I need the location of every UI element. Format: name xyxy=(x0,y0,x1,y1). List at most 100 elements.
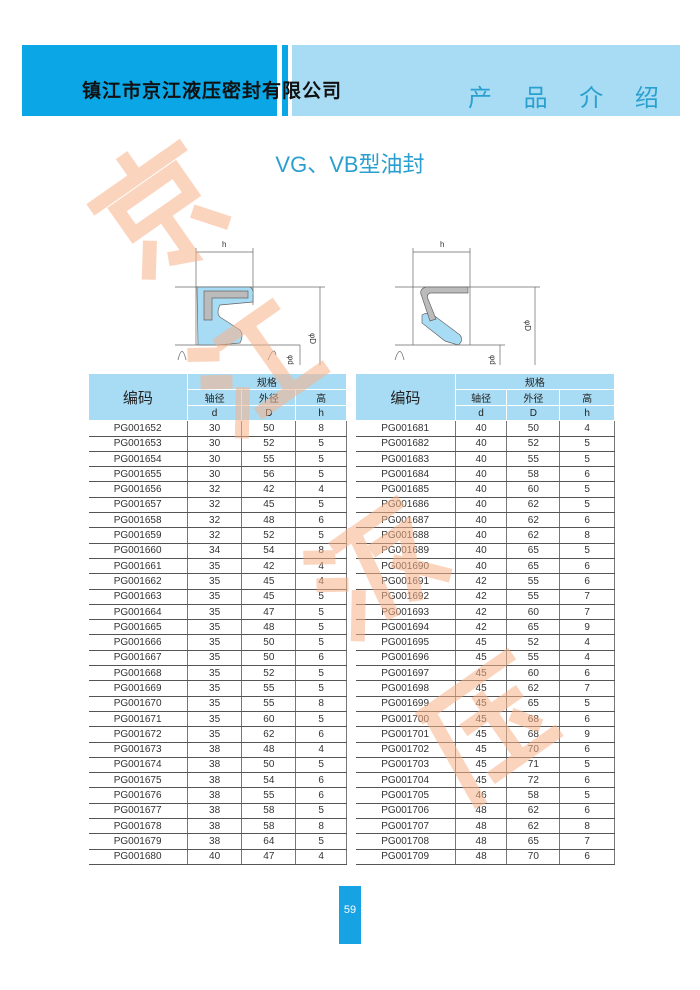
cell-code: PG001663 xyxy=(88,588,188,605)
cell-outer-diameter: 58 xyxy=(506,466,561,483)
cell-code: PG001660 xyxy=(88,542,188,559)
vg-seal-diagram xyxy=(175,248,325,365)
cell-height: 5 xyxy=(295,634,347,651)
header-D: D xyxy=(241,404,297,422)
cell-outer-diameter: 55 xyxy=(506,649,561,667)
cell-shaft-diameter: 40 xyxy=(455,527,508,544)
cell-shaft-diameter: 45 xyxy=(455,649,508,667)
header-code: 编码 xyxy=(88,372,188,422)
cell-height: 8 xyxy=(559,527,615,544)
cell-height: 5 xyxy=(559,496,615,514)
cell-code: PG001702 xyxy=(355,741,456,758)
section-title: 产 品 介 绍 xyxy=(468,84,671,112)
cell-shaft-diameter: 38 xyxy=(187,772,243,789)
cell-code: PG001703 xyxy=(355,756,456,774)
table-row: PG001703 45 71 5 xyxy=(355,756,615,774)
cell-outer-diameter: 50 xyxy=(241,649,297,667)
cell-code: PG001672 xyxy=(88,726,188,743)
header-divider xyxy=(282,45,288,116)
cell-outer-diameter: 58 xyxy=(241,818,297,835)
cell-height: 7 xyxy=(559,680,615,697)
cell-shaft-diameter: 35 xyxy=(187,710,243,728)
cell-code: PG001671 xyxy=(88,710,188,728)
cell-outer-diameter: 68 xyxy=(506,710,561,728)
cell-code: PG001697 xyxy=(355,665,456,682)
table-row: PG001695 45 52 4 xyxy=(355,634,615,651)
cell-code: PG001692 xyxy=(355,588,456,605)
cell-code: PG001686 xyxy=(355,496,456,514)
cell-code: PG001678 xyxy=(88,818,188,835)
cell-code: PG001691 xyxy=(355,573,456,590)
cell-outer-diameter: 52 xyxy=(506,435,561,452)
page-title: VG、VB型油封 xyxy=(275,152,425,177)
table-row: PG001676 38 55 6 xyxy=(88,787,347,804)
cell-shaft-diameter: 45 xyxy=(455,634,508,651)
cell-outer-diameter: 55 xyxy=(241,695,297,712)
cell-shaft-diameter: 38 xyxy=(187,756,243,774)
cell-height: 5 xyxy=(295,588,347,605)
cell-outer-diameter: 55 xyxy=(241,450,297,468)
cell-height: 6 xyxy=(559,665,615,682)
table-row: PG001675 38 54 6 xyxy=(88,772,347,789)
cell-height: 4 xyxy=(295,741,347,758)
cell-code: PG001652 xyxy=(88,420,188,437)
table-row: PG001687 40 62 6 xyxy=(355,512,615,529)
cell-outer-diameter: 60 xyxy=(506,665,561,682)
table-row: PG001671 35 60 5 xyxy=(88,710,347,728)
cell-outer-diameter: 70 xyxy=(506,741,561,758)
header-h: h xyxy=(295,404,347,422)
table-row: PG001704 45 72 6 xyxy=(355,772,615,789)
cell-height: 5 xyxy=(295,665,347,682)
cell-shaft-diameter: 46 xyxy=(455,787,508,804)
cell-height: 5 xyxy=(559,787,615,804)
cell-code: PG001694 xyxy=(355,619,456,636)
cell-shaft-diameter: 42 xyxy=(455,588,508,605)
cell-outer-diameter: 62 xyxy=(506,802,561,820)
cell-height: 8 xyxy=(295,542,347,559)
cell-shaft-diameter: 40 xyxy=(455,557,508,575)
cell-code: PG001664 xyxy=(88,603,188,621)
cell-height: 7 xyxy=(559,833,615,850)
cell-outer-diameter: 62 xyxy=(506,496,561,514)
cell-shaft-diameter: 48 xyxy=(455,848,508,865)
header-outer: 外径 xyxy=(241,389,297,406)
cell-code: PG001676 xyxy=(88,787,188,804)
cell-shaft-diameter: 32 xyxy=(187,481,243,498)
cell-height: 4 xyxy=(559,649,615,667)
cell-outer-diameter: 60 xyxy=(506,481,561,498)
cell-height: 6 xyxy=(559,848,615,865)
cell-outer-diameter: 45 xyxy=(241,573,297,590)
header-band-left xyxy=(22,45,277,116)
table-row: PG001678 38 58 8 xyxy=(88,818,347,835)
h-label-left: h xyxy=(222,240,226,249)
table-row: PG001665 35 48 5 xyxy=(88,619,347,636)
D-label-left: φD xyxy=(308,333,317,344)
table-row: PG001701 45 68 9 xyxy=(355,726,615,743)
table-row: PG001697 45 60 6 xyxy=(355,665,615,682)
cell-code: PG001653 xyxy=(88,435,188,452)
cell-outer-diameter: 55 xyxy=(506,450,561,468)
table-row: PG001685 40 60 5 xyxy=(355,481,615,498)
table-row: PG001669 35 55 5 xyxy=(88,680,347,697)
table-row: PG001692 42 55 7 xyxy=(355,588,615,605)
header-D: D xyxy=(506,404,561,422)
cell-outer-diameter: 45 xyxy=(241,496,297,514)
table-row: PG001667 35 50 6 xyxy=(88,649,347,667)
cell-outer-diameter: 48 xyxy=(241,512,297,529)
cell-shaft-diameter: 32 xyxy=(187,527,243,544)
header-shaft: 轴径 xyxy=(454,389,508,406)
cell-height: 4 xyxy=(559,420,615,437)
table-row: PG001652 30 50 8 xyxy=(88,420,347,437)
cell-outer-diameter: 62 xyxy=(506,527,561,544)
table-row: PG001653 30 52 5 xyxy=(88,435,347,452)
cell-outer-diameter: 55 xyxy=(241,680,297,697)
cell-height: 4 xyxy=(295,481,347,498)
cell-outer-diameter: 54 xyxy=(241,542,297,559)
page-number: 59 xyxy=(339,886,361,944)
cell-shaft-diameter: 30 xyxy=(187,435,243,452)
table-row: PG001660 34 54 8 xyxy=(88,542,347,559)
cell-shaft-diameter: 40 xyxy=(455,481,508,498)
cell-height: 4 xyxy=(559,634,615,651)
cell-shaft-diameter: 40 xyxy=(187,848,243,865)
cell-code: PG001679 xyxy=(88,833,188,850)
